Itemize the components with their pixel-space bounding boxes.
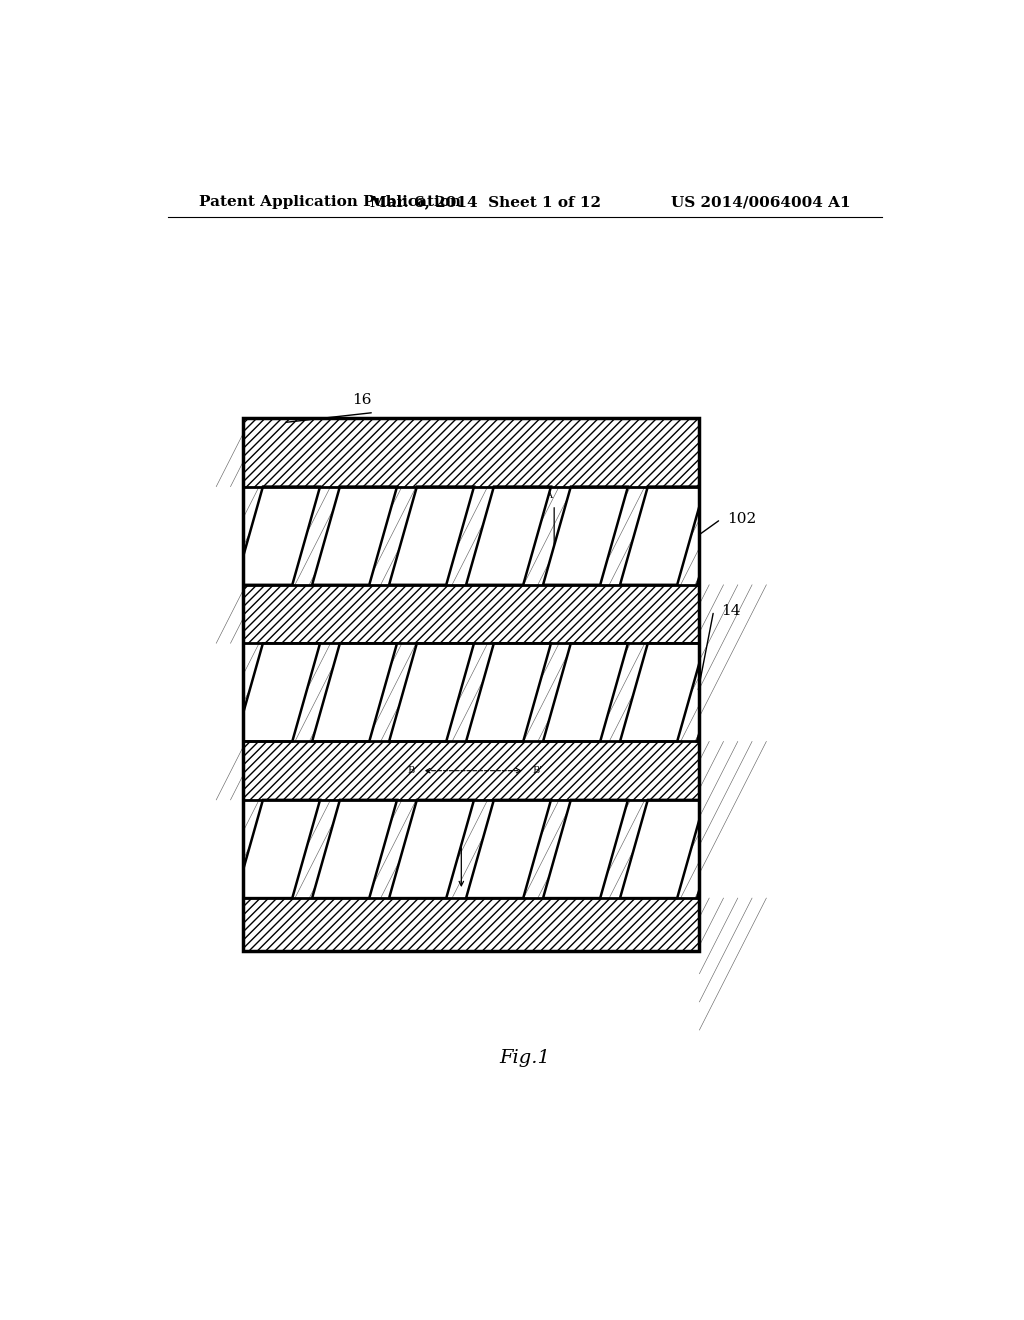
Bar bbox=[243, 800, 699, 898]
Text: US 2014/0064004 A1: US 2014/0064004 A1 bbox=[671, 195, 850, 209]
Polygon shape bbox=[697, 643, 782, 742]
Polygon shape bbox=[697, 800, 782, 898]
Polygon shape bbox=[389, 643, 474, 742]
Polygon shape bbox=[236, 487, 321, 585]
Bar bbox=[243, 487, 699, 585]
Polygon shape bbox=[697, 487, 782, 585]
Polygon shape bbox=[236, 800, 321, 898]
Bar bbox=[243, 643, 699, 742]
Text: A: A bbox=[453, 804, 459, 813]
Polygon shape bbox=[236, 643, 321, 742]
Text: Patent Application Publication: Patent Application Publication bbox=[200, 195, 462, 209]
Polygon shape bbox=[389, 800, 474, 898]
Bar bbox=[243, 417, 699, 952]
Polygon shape bbox=[620, 800, 705, 898]
Text: 16: 16 bbox=[352, 393, 372, 408]
Bar bbox=[243, 898, 699, 952]
Bar bbox=[243, 417, 699, 487]
Text: Mar. 6, 2014  Sheet 1 of 12: Mar. 6, 2014 Sheet 1 of 12 bbox=[370, 195, 601, 209]
Polygon shape bbox=[466, 643, 551, 742]
Polygon shape bbox=[543, 643, 628, 742]
Polygon shape bbox=[466, 800, 551, 898]
Polygon shape bbox=[620, 643, 705, 742]
Text: Fig.1: Fig.1 bbox=[500, 1049, 550, 1067]
Polygon shape bbox=[543, 487, 628, 585]
Polygon shape bbox=[312, 643, 397, 742]
Polygon shape bbox=[543, 800, 628, 898]
Polygon shape bbox=[312, 800, 397, 898]
Text: B': B' bbox=[531, 766, 542, 775]
Text: 14: 14 bbox=[722, 603, 741, 618]
Polygon shape bbox=[620, 487, 705, 585]
Bar bbox=[243, 742, 699, 800]
Text: B: B bbox=[408, 766, 415, 775]
Bar bbox=[243, 585, 699, 643]
Text: 102: 102 bbox=[727, 512, 757, 527]
Polygon shape bbox=[389, 487, 474, 585]
Text: A: A bbox=[545, 491, 552, 500]
Polygon shape bbox=[466, 487, 551, 585]
Polygon shape bbox=[312, 487, 397, 585]
